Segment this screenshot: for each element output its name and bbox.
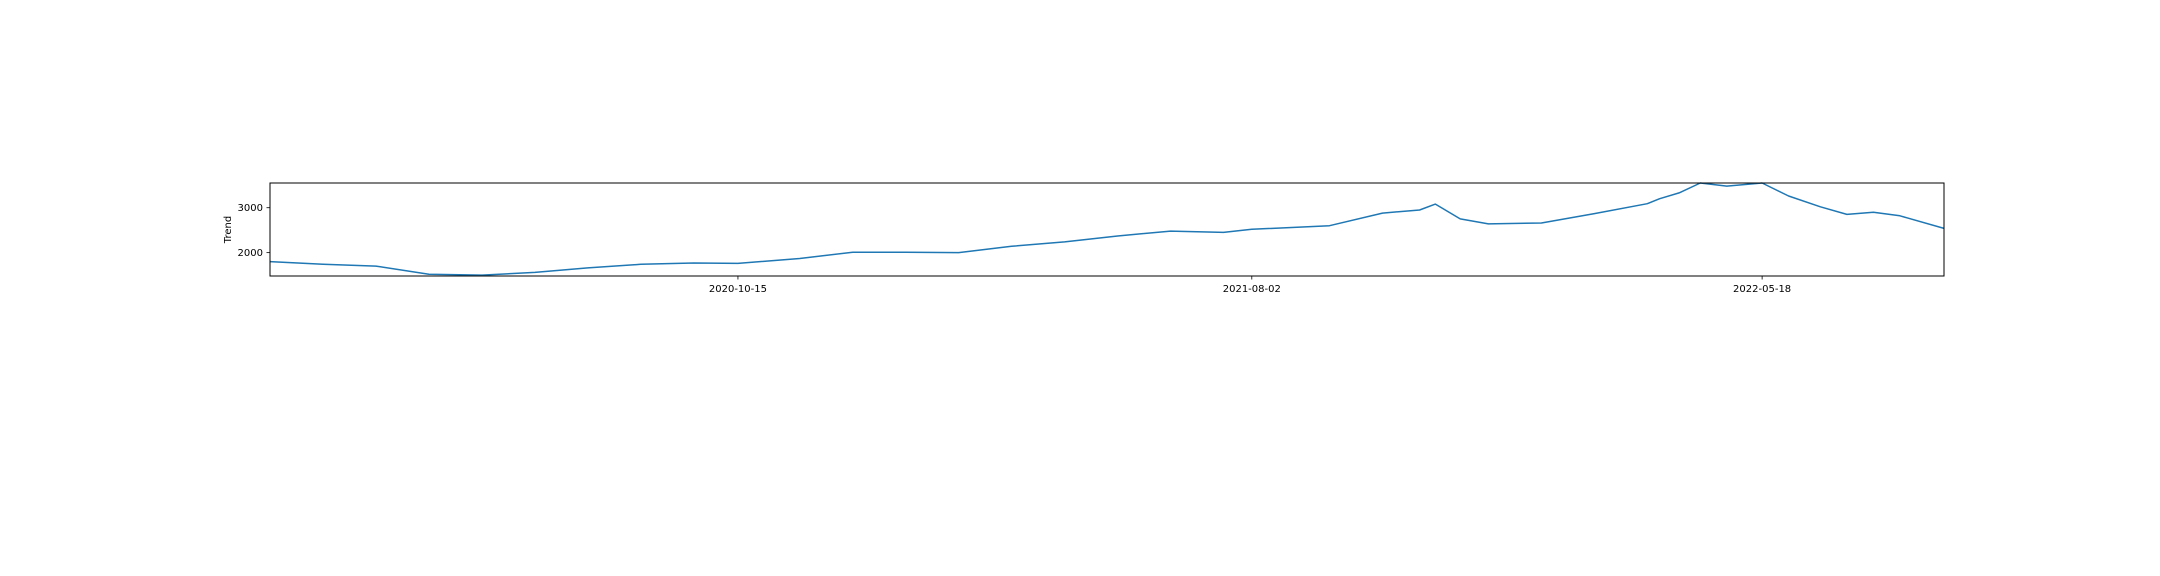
plot-frame bbox=[269, 182, 1945, 277]
y-tick-label: 3000 bbox=[238, 203, 263, 214]
x-axis: 2020-10-15 2021-08-02 2022-05-18 bbox=[709, 276, 1791, 295]
y-axis-label: Trend bbox=[223, 216, 234, 244]
y-axis: 2000 3000 bbox=[238, 203, 270, 259]
trend-series-line bbox=[269, 182, 1945, 276]
x-tick-label: 2022-05-18 bbox=[1733, 284, 1791, 295]
x-tick-label: 2020-10-15 bbox=[709, 284, 767, 295]
plot-area bbox=[270, 183, 1944, 276]
y-tick-label: 2000 bbox=[238, 248, 263, 259]
x-tick-label: 2021-08-02 bbox=[1223, 284, 1281, 295]
